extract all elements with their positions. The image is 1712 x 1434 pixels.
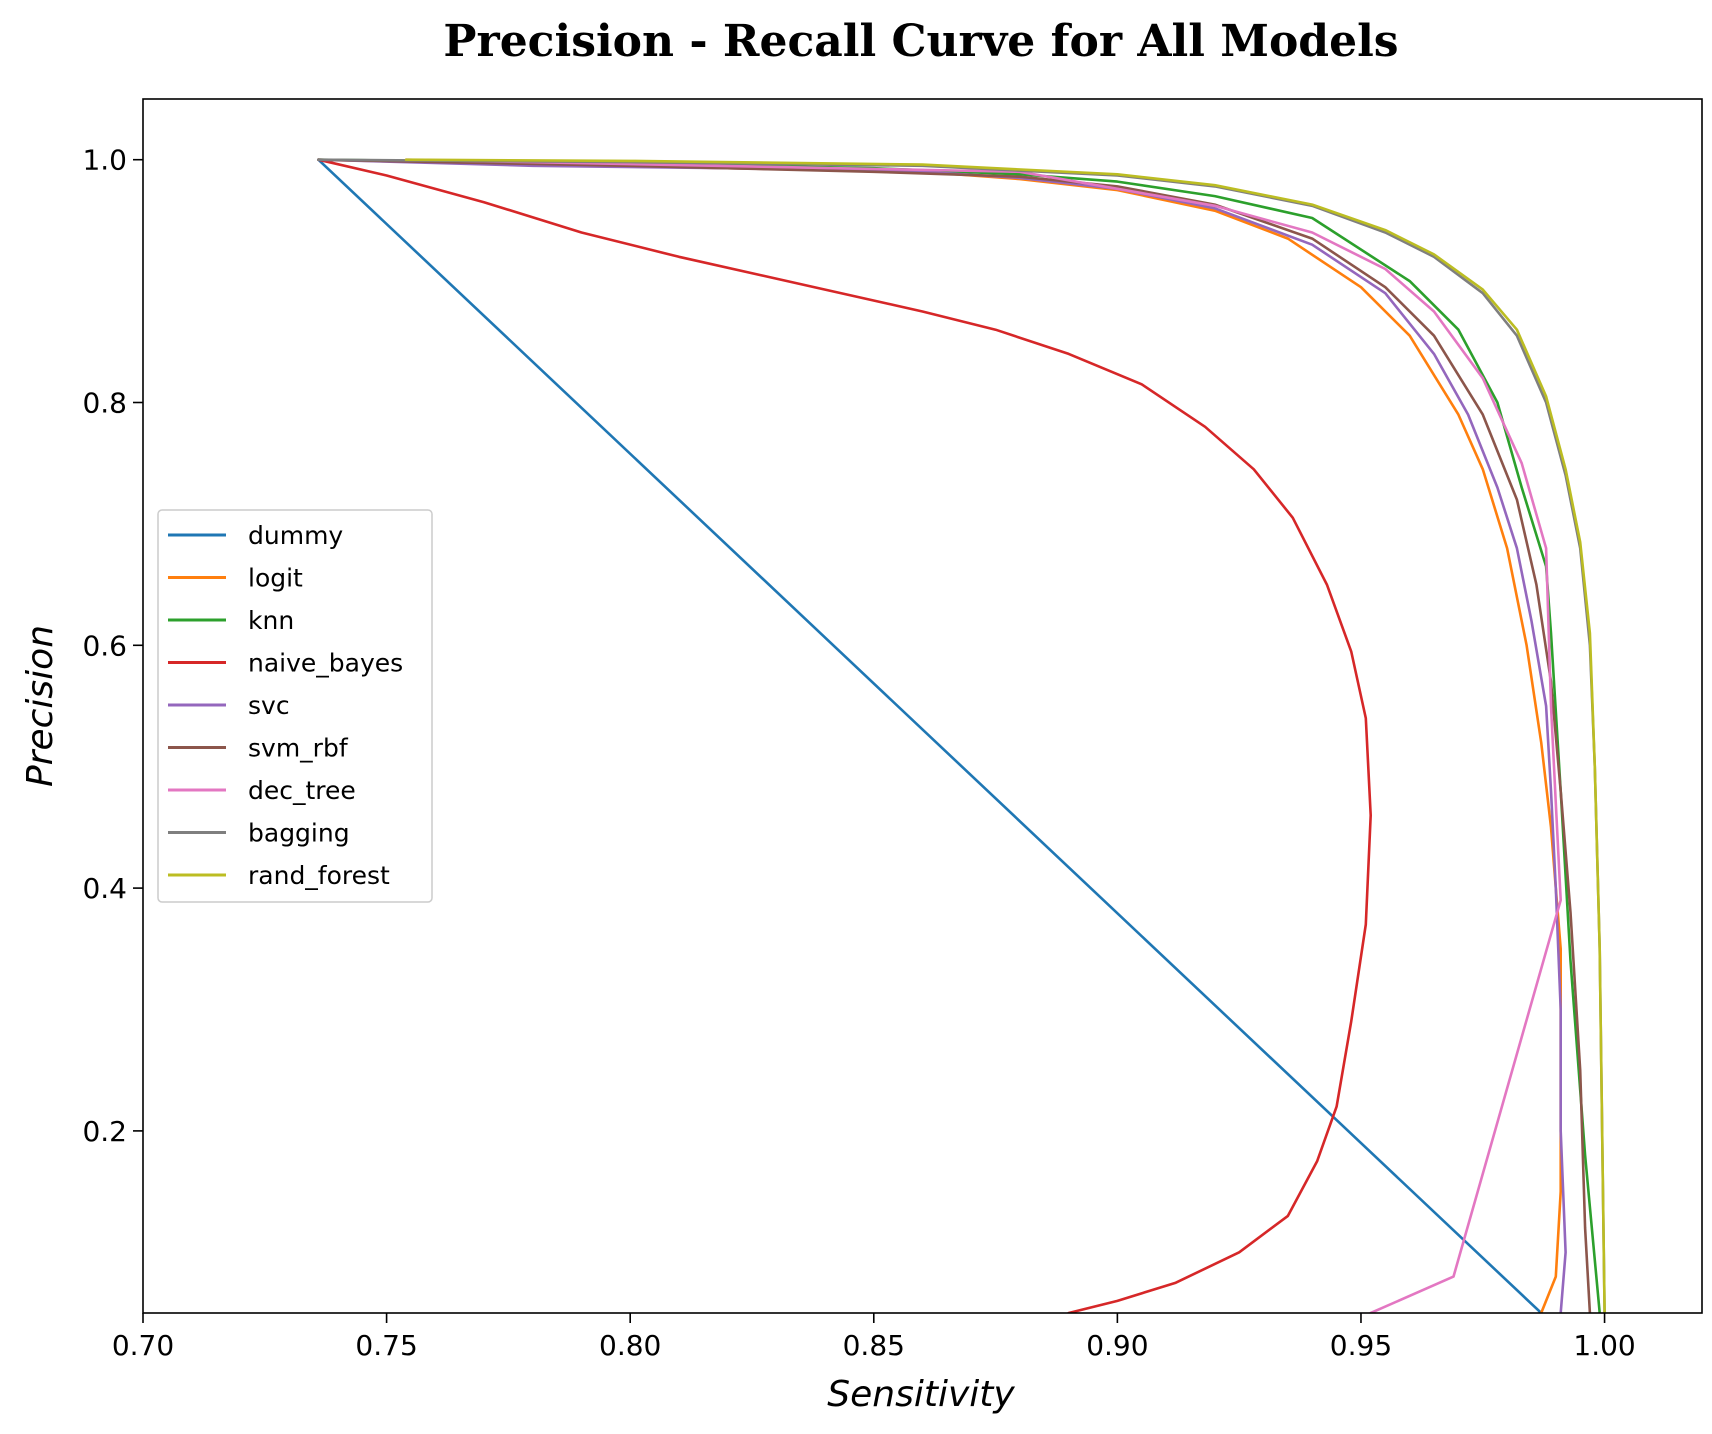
x-tick-label: 0.75 <box>355 1329 417 1362</box>
legend-label: naive_bayes <box>248 649 403 678</box>
legend-box <box>157 509 433 903</box>
legend-entry: naive_bayes <box>168 649 403 678</box>
legend-entry: svm_rbf <box>168 734 349 763</box>
legend-label: logit <box>248 564 303 593</box>
series-line-dec-tree <box>404 158 1562 1313</box>
y-tick-label: 0.4 <box>82 872 127 905</box>
legend-label: svm_rbf <box>248 734 349 763</box>
legend-label: bagging <box>248 819 350 848</box>
y-axis-label: Precision <box>20 625 61 787</box>
x-tick-label: 0.70 <box>112 1329 174 1362</box>
x-tick-label: 1.00 <box>1573 1329 1635 1362</box>
series-layer <box>317 158 1606 1313</box>
x-tick-label: 0.90 <box>1086 1329 1148 1362</box>
series-line-svm-rbf <box>317 158 1592 1313</box>
y-axis: 0.2 0.4 0.6 0.8 1.0 <box>82 144 143 1148</box>
chart-title: Precision - Recall Curve for All Models <box>443 16 1398 67</box>
legend-entry: bagging <box>168 819 350 848</box>
plot-frame <box>142 98 1703 1314</box>
x-tick-label: 0.85 <box>843 1329 905 1362</box>
legend-entry: svc <box>168 691 290 720</box>
legend-entry: dec_tree <box>168 776 356 805</box>
legend-label: dummy <box>248 521 343 550</box>
legend-label: rand_forest <box>248 861 390 890</box>
legend-entry: dummy <box>168 521 343 550</box>
legend-entry: knn <box>168 606 294 635</box>
x-tick-label: 0.80 <box>599 1329 661 1362</box>
y-tick-label: 1.0 <box>82 144 127 177</box>
legend-label: knn <box>248 606 294 635</box>
series-line-dummy <box>317 158 1543 1313</box>
legend-label: dec_tree <box>248 776 356 805</box>
series-line-rand-forest <box>404 158 1606 1313</box>
x-tick-label: 0.95 <box>1330 1329 1392 1362</box>
y-tick-label: 0.6 <box>82 629 127 662</box>
legend-entry: rand_forest <box>168 861 390 890</box>
legend-entry: logit <box>168 564 303 593</box>
series-line-knn <box>317 158 1601 1313</box>
series-line-naive-bayes <box>317 158 1372 1313</box>
y-tick-label: 0.8 <box>82 387 127 420</box>
plot-area <box>142 98 1703 1314</box>
x-axis: 0.70 0.75 0.80 0.85 0.90 0.95 1.00 <box>112 1313 1636 1362</box>
y-tick-label: 0.2 <box>82 1115 127 1148</box>
legend-label: svc <box>248 691 290 720</box>
x-axis-label: Sensitivity <box>827 1374 1015 1415</box>
